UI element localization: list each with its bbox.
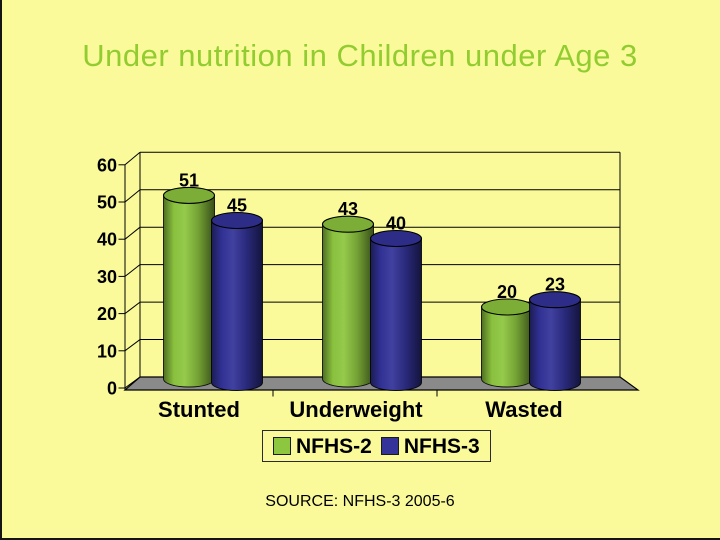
y-axis-label-10: 10 — [97, 341, 117, 361]
bar-NFHS-3-Wasted — [528, 291, 582, 391]
legend-item-NFHS-2: NFHS-2 — [273, 436, 372, 457]
category-label-Stunted: Stunted — [158, 397, 240, 422]
legend-swatch-NFHS-2 — [273, 437, 291, 455]
value-label-NFHS-2-Stunted: 51 — [179, 170, 199, 190]
source-note: SOURCE: NFHS-3 2005-6 — [265, 493, 455, 510]
y-axis-label-30: 30 — [97, 267, 117, 287]
category-label-Underweight: Underweight — [289, 397, 423, 422]
legend-label-NFHS-2: NFHS-2 — [296, 434, 372, 458]
bar-NFHS-3-Stunted — [210, 211, 264, 391]
y-axis-label-20: 20 — [97, 304, 117, 324]
y-axis-label-40: 40 — [97, 230, 117, 250]
value-label-NFHS-2-Wasted: 20 — [497, 282, 517, 302]
value-label-NFHS-3-Underweight: 40 — [386, 214, 406, 234]
page-title: Under nutrition in Children under Age 3 — [82, 38, 638, 73]
legend-label-NFHS-3: NFHS-3 — [403, 434, 480, 458]
bar-NFHS-3-Underweight — [369, 229, 423, 391]
chart-bars — [162, 186, 582, 391]
y-axis-label-50: 50 — [97, 193, 117, 213]
legend-item-NFHS-3: NFHS-3 — [380, 434, 480, 458]
y-axis-label-0: 0 — [107, 379, 117, 399]
category-labels: Stunted Underweight Wasted — [158, 397, 563, 422]
x-axis — [272, 390, 438, 397]
bar-NFHS-2-Underweight — [321, 215, 375, 388]
y-axis-label-60: 60 — [97, 155, 117, 175]
value-label-NFHS-2-Underweight: 43 — [338, 199, 358, 219]
value-labels: 51 45 43 40 20 23 — [179, 170, 565, 302]
y-axis: 0 10 20 30 40 50 60 — [97, 151, 141, 399]
category-label-Wasted: Wasted — [485, 397, 562, 422]
chart-legend: NFHS-2 NFHS-3 — [262, 430, 491, 462]
bar-NFHS-2-Wasted — [480, 298, 534, 388]
legend-swatch-NFHS-3 — [380, 437, 399, 455]
value-label-NFHS-3-Stunted: 45 — [227, 196, 247, 216]
value-label-NFHS-3-Wasted: 23 — [545, 275, 565, 295]
bar-NFHS-2-Stunted — [162, 186, 216, 388]
